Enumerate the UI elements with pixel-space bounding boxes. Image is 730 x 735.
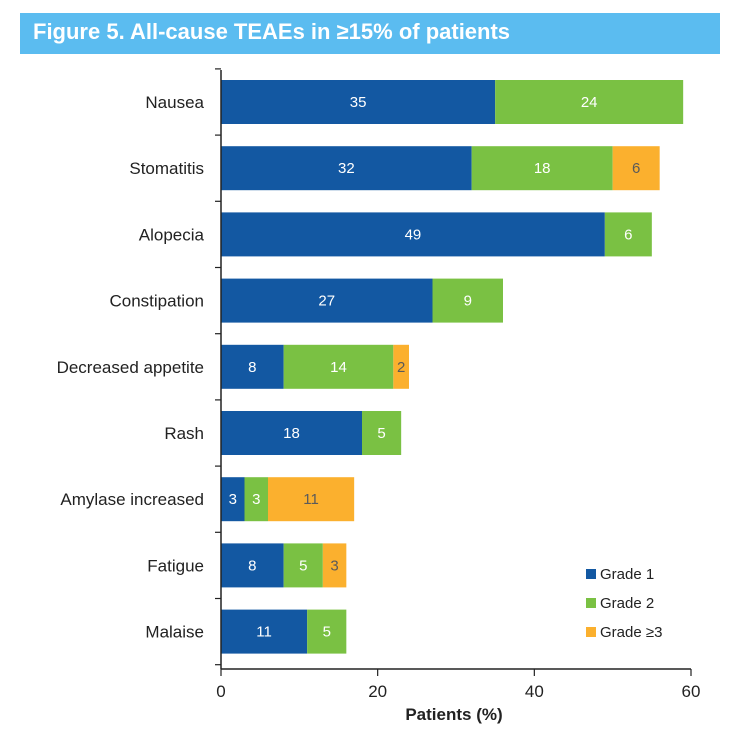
bar-alopecia-grade-2: [604, 212, 652, 257]
category-label-fatigue: Fatigue: [147, 556, 204, 575]
x-axis-title: Patients (%): [405, 705, 502, 724]
axes: 0 20 40 60 Patients (%): [215, 68, 701, 724]
bar-label-amylase-increased-grade-3: 11: [303, 491, 319, 508]
bar-label-rash-grade-2: 5: [377, 425, 385, 442]
bar-rash-grade-2: [362, 411, 402, 455]
legend-swatch-grade-2: [586, 598, 596, 608]
bar-label-stomatitis-grade-1: 32: [338, 160, 355, 177]
bar-stomatitis-grade-3: [612, 146, 660, 191]
bar-label-stomatitis-grade-2: 18: [534, 160, 551, 177]
bar-fatigue-grade-3: [322, 543, 347, 588]
bar-constipation-grade-1: [221, 278, 433, 323]
bar-stomatitis-grade-2: [471, 146, 613, 191]
bar-label-fatigue-grade-2: 5: [299, 557, 307, 574]
category-label-rash: Rash: [164, 424, 204, 443]
bar-decreased-appetite-grade-3: [393, 344, 409, 389]
bar-fatigue-grade-1: [221, 543, 284, 588]
bar-label-decreased-appetite-grade-3: 2: [397, 359, 405, 376]
category-label-constipation: Constipation: [109, 292, 204, 311]
category-label-amylase-increased: Amylase increased: [60, 490, 204, 509]
legend-label-grade-3: Grade ≥3: [600, 624, 662, 641]
legend-swatch-grade-3: [586, 627, 596, 637]
x-tick-label-0: 0: [216, 682, 225, 701]
x-tick-label-60: 60: [682, 682, 701, 701]
bar-label-alopecia-grade-1: 49: [405, 226, 422, 243]
bar-label-fatigue-grade-3: 3: [330, 557, 338, 574]
bar-label-malaise-grade-1: 11: [256, 624, 272, 641]
category-label-decreased-appetite: Decreased appetite: [57, 358, 204, 377]
bar-nausea-grade-2: [495, 80, 684, 124]
bar-malaise-grade-2: [307, 609, 347, 654]
bar-malaise-grade-1: [221, 609, 308, 654]
bar-label-constipation-grade-1: 27: [318, 293, 335, 310]
bar-label-amylase-increased-grade-2: 3: [252, 491, 260, 508]
bar-label-nausea-grade-1: 35: [350, 94, 367, 111]
legend-swatch-grade-1: [586, 569, 596, 579]
chart-title: Figure 5. All-cause TEAEs in ≥15% of pat…: [33, 19, 511, 44]
bar-nausea-grade-1: [221, 80, 496, 124]
category-label-alopecia: Alopecia: [139, 225, 205, 244]
legend-label-grade-1: Grade 1: [600, 566, 654, 583]
bar-amylase-increased-grade-2: [244, 477, 268, 522]
category-label-nausea: Nausea: [145, 93, 204, 112]
category-labels: Nausea Stomatitis Alopecia Constipation Decr…: [57, 93, 205, 642]
bar-decreased-appetite-grade-2: [283, 344, 394, 389]
bar-label-rash-grade-1: 18: [283, 425, 300, 442]
bar-decreased-appetite-grade-1: [221, 344, 284, 389]
x-tick-label-20: 20: [368, 682, 387, 701]
bar-rash-grade-1: [221, 411, 362, 455]
category-label-malaise: Malaise: [145, 623, 204, 642]
bar-stomatitis-grade-1: [221, 146, 472, 191]
legend: Grade 1 Grade 2 Grade ≥3: [586, 566, 662, 641]
bar-alopecia-grade-1: [221, 212, 605, 257]
x-tick-label-40: 40: [525, 682, 544, 701]
bar-label-nausea-grade-2: 24: [581, 94, 598, 111]
bar-label-fatigue-grade-1: 8: [248, 557, 256, 574]
bar-label-alopecia-grade-2: 6: [624, 226, 632, 243]
bar-fatigue-grade-2: [283, 543, 323, 588]
bar-label-decreased-appetite-grade-1: 8: [248, 359, 256, 376]
bar-label-constipation-grade-2: 9: [464, 293, 472, 310]
title-bar: Figure 5. All-cause TEAEs in ≥15% of pat…: [20, 13, 720, 54]
bar-label-stomatitis-grade-3: 6: [632, 160, 640, 177]
bar-amylase-increased-grade-3: [268, 477, 355, 522]
bar-label-malaise-grade-2: 5: [323, 624, 331, 641]
category-label-stomatitis: Stomatitis: [129, 159, 204, 178]
legend-label-grade-2: Grade 2: [600, 595, 654, 612]
bar-constipation-grade-2: [432, 278, 503, 323]
bar-label-decreased-appetite-grade-2: 14: [330, 359, 347, 376]
bar-amylase-increased-grade-1: [221, 477, 245, 522]
bar-label-amylase-increased-grade-1: 3: [229, 491, 237, 508]
